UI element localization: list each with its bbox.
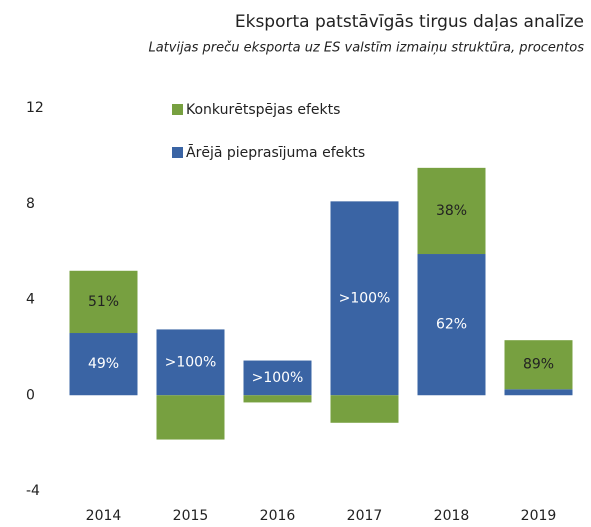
bar-segment bbox=[330, 201, 399, 396]
y-tick-label: -4 bbox=[26, 483, 40, 499]
bar-segment bbox=[417, 167, 486, 255]
share-label: >100% bbox=[339, 290, 391, 306]
y-tick-label: 0 bbox=[26, 387, 35, 403]
bar-segment bbox=[504, 340, 573, 390]
bar-segment bbox=[243, 395, 312, 403]
share-label: 62% bbox=[436, 317, 467, 333]
bar-segment bbox=[156, 329, 225, 396]
y-tick-label: 4 bbox=[26, 292, 35, 308]
bar-segment bbox=[330, 395, 399, 423]
y-tick-label: 12 bbox=[26, 100, 44, 116]
bar-segment bbox=[69, 333, 138, 396]
x-tick-label: 2017 bbox=[347, 508, 383, 524]
bar-segment bbox=[243, 360, 312, 396]
share-label: >100% bbox=[165, 354, 217, 370]
x-tick-label: 2019 bbox=[521, 508, 557, 524]
chart-title: Eksporta patstāvīgās tirgus daļas analīz… bbox=[235, 12, 584, 32]
y-tick-label: 8 bbox=[26, 196, 35, 212]
x-tick-label: 2018 bbox=[434, 508, 470, 524]
x-tick-label: 2016 bbox=[260, 508, 296, 524]
share-label: 38% bbox=[436, 203, 467, 219]
bar-segment bbox=[156, 395, 225, 440]
x-tick-label: 2014 bbox=[86, 508, 122, 524]
bar-segment bbox=[417, 254, 486, 396]
legend-swatch bbox=[172, 104, 183, 115]
bar-segment bbox=[504, 389, 573, 396]
share-label: 49% bbox=[88, 356, 119, 372]
legend-label: Ārējā pieprasījuma efekts bbox=[186, 144, 365, 161]
bar-segment bbox=[69, 270, 138, 334]
share-label: 51% bbox=[88, 294, 119, 310]
chart-subtitle: Latvijas preču eksporta uz ES valstīm iz… bbox=[148, 41, 584, 56]
legend-label: Konkurētspējas efekts bbox=[186, 102, 340, 118]
share-label: 89% bbox=[523, 357, 554, 373]
share-label: >100% bbox=[252, 370, 304, 386]
x-tick-label: 2015 bbox=[173, 508, 209, 524]
legend-swatch bbox=[172, 147, 183, 158]
